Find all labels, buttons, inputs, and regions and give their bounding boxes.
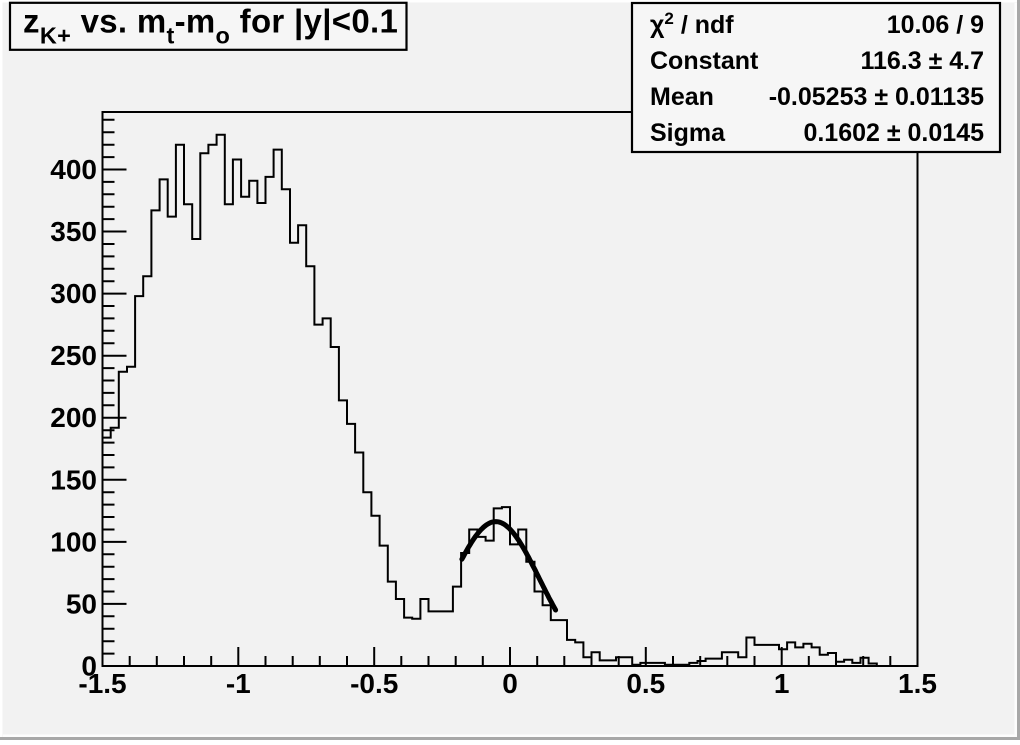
svg-text:0.5: 0.5 xyxy=(626,668,665,699)
svg-text:0: 0 xyxy=(502,668,518,699)
svg-text:χ2 / ndf: χ2 / ndf xyxy=(650,9,734,39)
svg-text:1.5: 1.5 xyxy=(898,668,937,699)
svg-text:-1.5: -1.5 xyxy=(78,668,126,699)
svg-text:-0.05253 ± 0.01135: -0.05253 ± 0.01135 xyxy=(769,83,984,111)
svg-text:350: 350 xyxy=(50,216,97,247)
svg-text:Constant: Constant xyxy=(650,47,759,75)
svg-text:300: 300 xyxy=(50,278,97,309)
svg-text:1: 1 xyxy=(774,668,790,699)
svg-text:Mean: Mean xyxy=(650,83,714,111)
svg-text:0: 0 xyxy=(81,651,97,682)
svg-text:Sigma: Sigma xyxy=(650,119,726,147)
svg-text:-1: -1 xyxy=(226,668,251,699)
svg-text:116.3 ± 4.7: 116.3 ± 4.7 xyxy=(860,47,984,75)
svg-text:100: 100 xyxy=(50,526,97,557)
svg-text:200: 200 xyxy=(50,402,97,433)
svg-text:-0.5: -0.5 xyxy=(350,668,398,699)
svg-text:10.06 / 9: 10.06 / 9 xyxy=(887,11,984,39)
svg-text:400: 400 xyxy=(50,154,97,185)
svg-text:0.1602 ± 0.0145: 0.1602 ± 0.0145 xyxy=(803,119,984,147)
svg-text:150: 150 xyxy=(50,464,97,495)
svg-text:50: 50 xyxy=(66,588,97,619)
svg-text:250: 250 xyxy=(50,340,97,371)
